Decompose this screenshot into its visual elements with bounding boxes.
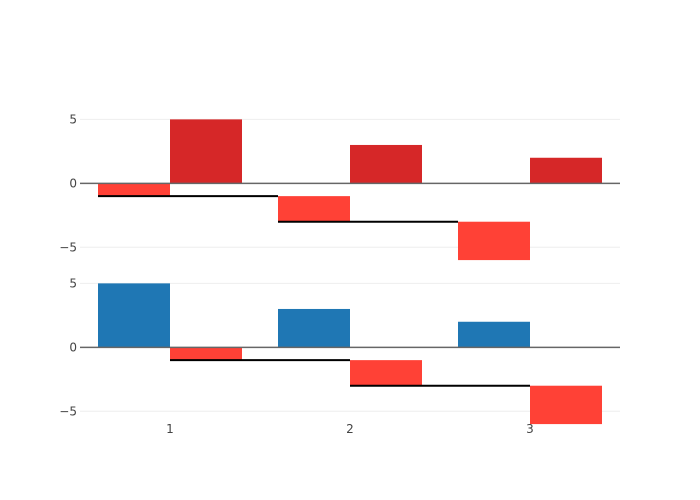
xtick-label-3: 3 <box>526 422 534 436</box>
xtick-label-2: 2 <box>346 422 354 436</box>
bar-top-s0-x2 <box>278 196 350 222</box>
bar-top-s1-x3 <box>530 157 602 184</box>
ytick-label-top-1: 0 <box>69 176 77 190</box>
bar-bottom-s1-x1 <box>170 347 242 361</box>
ytick-label-bottom-0: 5 <box>69 276 77 290</box>
bar-bottom-s1-x3 <box>530 385 602 425</box>
bar-top-s1-x2 <box>350 144 422 184</box>
bar-top-s1-x1 <box>170 119 242 184</box>
ytick-label-bottom-2: −5 <box>59 404 77 418</box>
bar-top-s0-x1 <box>98 183 170 197</box>
bar-bottom-s0-x1 <box>98 283 170 348</box>
ytick-label-bottom-1: 0 <box>69 340 77 354</box>
bar-bottom-s0-x3 <box>458 321 530 348</box>
bar-bottom-s1-x2 <box>350 360 422 386</box>
bar-top-s0-x3 <box>458 221 530 261</box>
xtick-label-1: 1 <box>166 422 174 436</box>
bar-bottom-s0-x2 <box>278 308 350 348</box>
ytick-label-top-2: −5 <box>59 240 77 254</box>
ytick-label-top-0: 5 <box>69 112 77 126</box>
panel-top: 5 0 −5 <box>59 112 620 261</box>
panel-bottom: 5 0 −5 1 2 3 <box>59 276 620 436</box>
